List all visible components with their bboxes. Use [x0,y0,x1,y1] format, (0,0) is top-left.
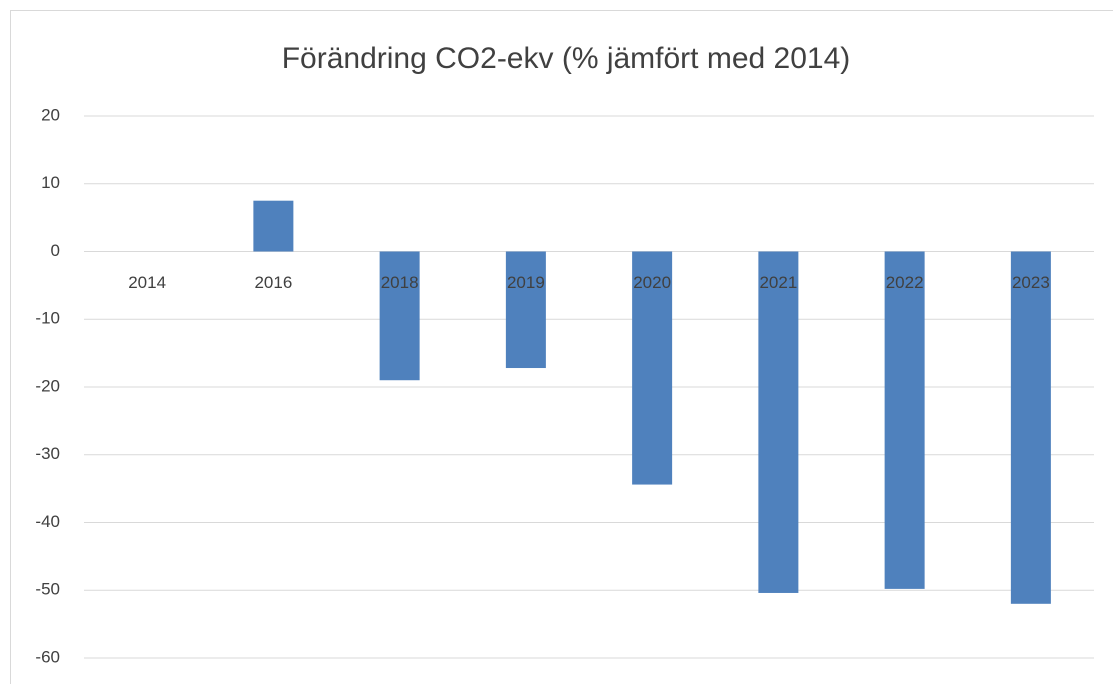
y-tick-label: -60 [35,647,60,666]
x-tick-label: 2014 [128,273,166,292]
x-tick-label: 2016 [254,273,292,292]
chart-border [10,10,1113,684]
bar [758,251,799,593]
chart-title: Förändring CO2-ekv (% jämfört med 2014) [282,42,851,75]
y-tick-label: 20 [41,105,60,124]
y-tick-label: -40 [35,512,60,531]
bar [884,251,925,589]
bar [632,251,673,485]
y-tick-label: -20 [35,376,60,395]
y-tick-label: -50 [35,580,60,599]
x-tick-label: 2019 [507,273,545,292]
y-tick-label: 10 [41,173,60,192]
x-tick-label: 2021 [759,273,797,292]
bar [1010,251,1051,604]
y-tick-label: 0 [51,241,60,260]
x-tick-label: 2018 [381,273,419,292]
y-tick-label: -30 [35,444,60,463]
x-tick-label: 2023 [1012,273,1050,292]
bar [379,251,420,381]
bar [505,251,546,369]
x-tick-label: 2020 [633,273,671,292]
y-tick-label: -10 [35,309,60,328]
bar [253,200,294,252]
x-tick-label: 2022 [886,273,924,292]
